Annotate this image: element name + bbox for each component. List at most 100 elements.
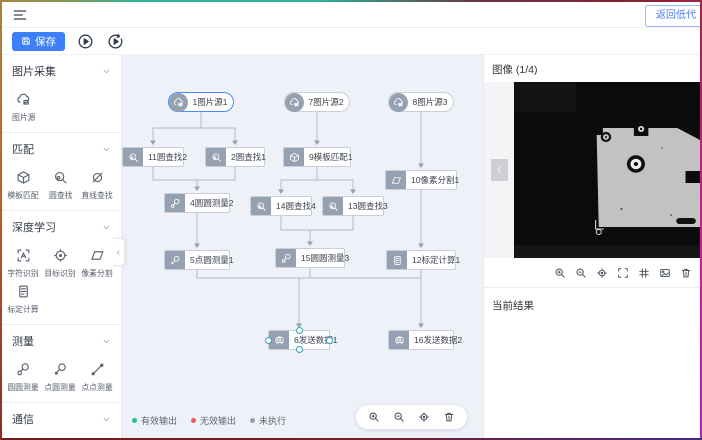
legend-dot [250, 418, 256, 423]
sidebar-items: 模板匹配 圆查找 直线查找 [2, 162, 121, 210]
cloud-image-icon [168, 92, 188, 112]
flow-node-10[interactable]: 10像素分割1 [385, 170, 459, 190]
flow-node-11[interactable]: 11圆查找2 [122, 147, 187, 167]
flow-node-12[interactable]: 12标定计算1 [386, 250, 460, 270]
sidebar-tool-line-find[interactable]: 直线查找 [79, 170, 116, 201]
flow-node-4[interactable]: 4圆圆测量2 [164, 193, 233, 213]
sidebar-section-header[interactable]: 测量 [2, 325, 121, 354]
snapshot-button[interactable] [659, 267, 671, 279]
flow-node-label: 8图片源3 [412, 97, 448, 107]
flow-node-label: 12标定计算1 [412, 255, 461, 265]
sidebar-section-header[interactable]: 深度学习 [2, 211, 121, 240]
sidebar-tool-measure-cc[interactable]: 圆圆测量 [5, 362, 42, 393]
legend-item: 未执行 [250, 414, 286, 427]
run-once-button[interactable] [106, 32, 125, 51]
sidebar-section-header[interactable]: 匹配 [2, 133, 121, 162]
template-match-icon [284, 148, 304, 166]
node-connection-handle[interactable] [295, 346, 303, 353]
image-toolbar [484, 258, 700, 288]
zoom-out-button[interactable] [575, 267, 587, 279]
chevron-down-icon [102, 415, 111, 424]
flow-node-16[interactable]: 16发送数据2 [388, 330, 462, 350]
chevron-left-icon [494, 165, 504, 175]
save-button-label: 保存 [35, 35, 56, 48]
right-panel: 图像 (1/4) [483, 55, 700, 438]
node-connection-handle[interactable] [326, 336, 333, 344]
play-step-icon [107, 33, 124, 50]
sidebar-items [2, 432, 121, 438]
chevron-down-icon [102, 223, 111, 232]
flow-node-13[interactable]: 13圆查找3 [322, 196, 388, 216]
measure-pc-icon [165, 251, 185, 269]
locate-button[interactable] [418, 411, 430, 423]
sidebar-tool-template-match[interactable]: 模板匹配 [5, 170, 42, 201]
flow-node-label: 13圆查找3 [348, 201, 388, 211]
sidebar-section-title: 匹配 [12, 144, 34, 156]
sidebar-section: 图片采集图片源 [2, 55, 121, 133]
circle-find-icon [53, 170, 68, 185]
grid-button[interactable] [638, 267, 650, 279]
flow-node-8[interactable]: 8图片源3 [388, 92, 454, 112]
sidebar-section: 深度学习字符识别 目标识别 像素分割标定计算 [2, 211, 121, 325]
flow-node-2[interactable]: 2圆查找1 [205, 147, 266, 167]
sidebar-tool-calib-calc[interactable]: 标定计算 [5, 284, 42, 315]
node-connection-handle[interactable] [295, 327, 303, 334]
sidebar-tool-circle-find[interactable]: 圆查找 [42, 170, 79, 201]
action-toolbar: 保存 [2, 28, 700, 55]
delete-button[interactable] [680, 267, 692, 279]
sidebar-items: 圆圆测量 点圆测量 点点测量 [2, 354, 121, 402]
flow-node-label: 6发送数据1 [294, 335, 338, 345]
zoom-out-button[interactable] [393, 411, 405, 423]
run-button[interactable] [76, 32, 95, 51]
image-viewer [484, 82, 700, 258]
locate-button[interactable] [596, 267, 608, 279]
image-nav-area [484, 82, 514, 258]
legend-dot [132, 418, 137, 423]
flow-node-15[interactable]: 15圆圆测量3 [275, 248, 349, 268]
flow-node-7[interactable]: 7图片源2 [284, 92, 350, 112]
legend-label: 有效输出 [141, 416, 178, 426]
sidebar-section-header[interactable]: 图片采集 [2, 55, 121, 84]
flow-node-1[interactable]: 1图片源1 [168, 92, 234, 112]
node-connection-handle[interactable] [265, 336, 272, 344]
save-button[interactable]: 保存 [12, 31, 65, 51]
sidebar-section-header[interactable]: 通信 [2, 403, 121, 432]
sidebar-tool-ocr[interactable]: 字符识别 [5, 248, 42, 279]
main: 图片采集 图片源 匹配 模板匹配 圆查找 直线查找 深度学习 字符识别 目标识别 像素分割 标定计算… [2, 55, 700, 438]
flow-node-14[interactable]: 14圆查找4 [250, 196, 316, 216]
delete-button[interactable] [443, 411, 455, 423]
chevron-down-icon [102, 67, 111, 76]
sidebar-tool-pixel-segment[interactable]: 像素分割 [79, 248, 116, 279]
menu-icon[interactable] [12, 7, 28, 23]
zoom-in-button[interactable] [368, 411, 380, 423]
flow-node-label: 14圆查找4 [276, 201, 316, 211]
sidebar-tool-label: 模板匹配 [7, 190, 40, 200]
image-panel-title: 图像 (1/4) [492, 64, 538, 76]
sidebar-tool-cloud-image[interactable]: 图片源 [5, 92, 42, 123]
sidebar-section-title: 图片采集 [12, 66, 56, 78]
sidebar-tool-label: 圆查找 [48, 190, 73, 200]
sidebar-tool-measure-pp[interactable]: 点点测量 [79, 362, 116, 393]
send-data-icon [389, 331, 409, 349]
zoom-in-button[interactable] [554, 267, 566, 279]
collapse-arrow-icon [115, 249, 122, 256]
flow-node-5[interactable]: 5点圆测量1 [164, 250, 233, 270]
target-icon [53, 248, 68, 263]
sidebar-tool-measure-pc[interactable]: 点圆测量 [42, 362, 79, 393]
flow-node-9[interactable]: 9模板匹配1 [283, 147, 352, 167]
prev-image-button[interactable] [490, 159, 508, 181]
preview-image-wrap[interactable] [514, 82, 700, 258]
preview-image [514, 82, 700, 258]
flow-node-6[interactable]: 6发送数据1 [265, 327, 337, 353]
sidebar-tool-target[interactable]: 目标识别 [42, 248, 79, 279]
line-find-icon [90, 170, 105, 185]
current-result-title: 当前结果 [492, 300, 534, 312]
back-to-lowcode-button[interactable]: 返回低代 [645, 5, 702, 27]
circle-find-icon [323, 197, 343, 215]
flow-canvas[interactable]: 1图片源1 7图片源2 8图片源3 11圆查找2 2圆查找1 9模板匹配1 10像素分割1 4… [122, 55, 483, 438]
measure-pc-icon [53, 362, 68, 377]
fullscreen-button[interactable] [617, 267, 629, 279]
topbar: 返回低代 [2, 2, 702, 28]
sidebar-collapse-handle[interactable] [113, 238, 125, 266]
